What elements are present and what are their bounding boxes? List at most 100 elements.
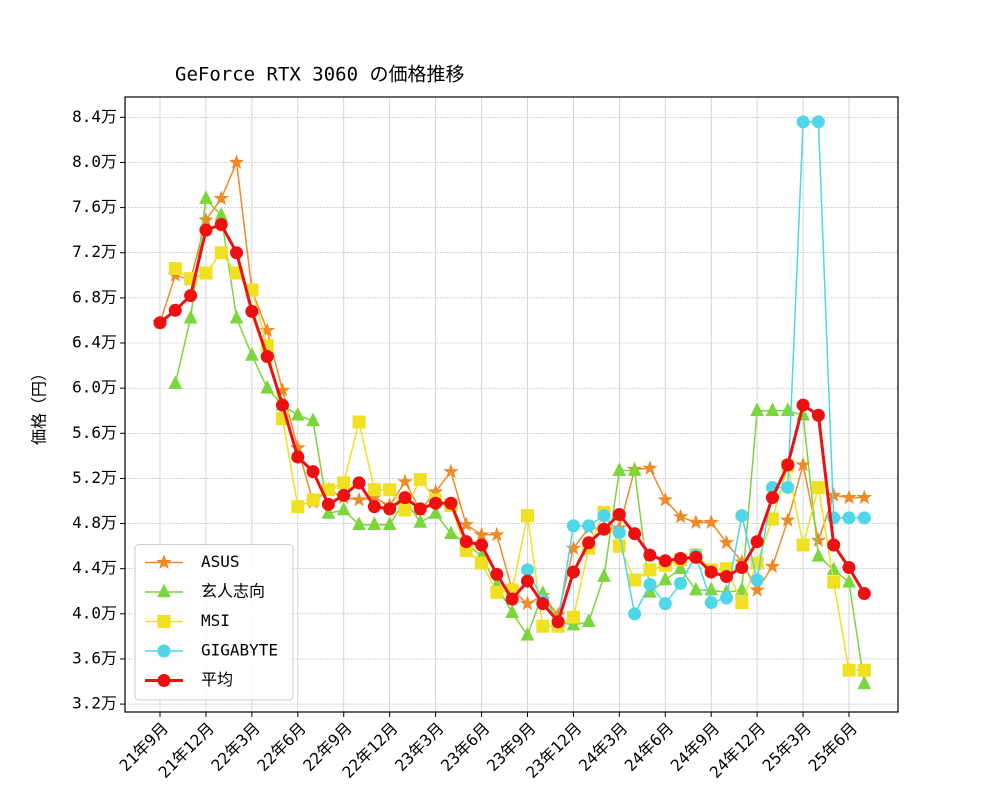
marker [628, 607, 642, 621]
marker [827, 575, 841, 589]
marker [367, 516, 382, 530]
marker [351, 491, 367, 507]
marker [490, 567, 504, 581]
marker [413, 502, 427, 516]
marker [842, 573, 856, 588]
marker [505, 592, 519, 606]
marker [841, 489, 857, 505]
marker [612, 508, 626, 522]
marker [780, 512, 796, 527]
marker [245, 347, 259, 361]
series-line [174, 251, 865, 671]
marker [582, 519, 596, 533]
marker [157, 615, 171, 628]
marker [459, 535, 473, 549]
y-tick-label: 4.0万 [72, 603, 117, 622]
x-tick-label: 25年3月 [759, 719, 816, 776]
marker [398, 491, 412, 505]
marker [214, 218, 228, 232]
marker [383, 483, 397, 497]
marker [612, 539, 626, 553]
legend-label: ASUS [201, 552, 240, 571]
marker [443, 463, 459, 479]
marker [382, 516, 397, 530]
marker [628, 527, 642, 541]
marker [413, 514, 428, 528]
x-tick-label: 23年6月 [437, 719, 494, 776]
marker [157, 674, 171, 687]
marker [367, 500, 381, 514]
marker [519, 595, 536, 611]
y-tick-label: 3.6万 [72, 648, 117, 667]
marker [857, 587, 871, 601]
x-tick-label: 22年3月 [207, 719, 264, 776]
marker [198, 211, 214, 227]
y-tick-label: 6.4万 [72, 333, 117, 352]
marker [306, 493, 320, 507]
marker [429, 496, 443, 510]
marker [352, 516, 366, 530]
marker [628, 573, 642, 587]
marker [168, 262, 182, 276]
x-tick-label: 25年6月 [805, 719, 862, 776]
marker [383, 502, 397, 516]
y-tick-label: 3.2万 [72, 694, 117, 713]
y-tick-label: 4.8万 [72, 513, 117, 532]
marker [642, 460, 658, 475]
marker [566, 519, 580, 533]
marker [566, 565, 580, 579]
marker [765, 402, 780, 417]
legend-label: 平均 [201, 670, 233, 689]
marker [306, 465, 320, 479]
marker [597, 568, 611, 582]
marker [428, 505, 443, 519]
marker [337, 476, 351, 490]
marker [291, 500, 305, 514]
marker [658, 554, 672, 568]
marker [749, 582, 765, 597]
y-tick-label: 5.6万 [72, 423, 117, 442]
marker [673, 560, 688, 574]
marker [674, 576, 688, 590]
marker [842, 561, 856, 575]
marker [306, 412, 320, 427]
marker [520, 574, 534, 588]
marker [413, 473, 427, 487]
marker [520, 563, 534, 577]
y-axis-label: 価格（円） [30, 365, 49, 445]
marker [811, 480, 825, 494]
marker [765, 491, 779, 505]
marker [199, 223, 213, 237]
legend-label: MSI [201, 611, 230, 630]
y-tick-label: 6.0万 [72, 378, 117, 397]
marker [597, 509, 611, 523]
marker [490, 585, 504, 599]
marker [612, 526, 626, 540]
marker [811, 547, 826, 562]
marker [260, 350, 274, 364]
marker [827, 538, 841, 552]
series-line [174, 197, 866, 684]
marker [565, 540, 582, 555]
marker [720, 570, 734, 584]
marker [566, 616, 581, 631]
y-tick-label: 8.4万 [72, 107, 117, 126]
marker [199, 190, 213, 204]
legend-box [134, 544, 294, 701]
marker [489, 526, 505, 542]
marker [796, 398, 810, 412]
y-tick-label: 6.8万 [72, 287, 117, 306]
marker [750, 402, 764, 417]
y-tick-label: 4.4万 [72, 558, 117, 577]
marker [658, 571, 673, 586]
marker [444, 496, 458, 510]
marker [704, 565, 718, 579]
marker [735, 509, 749, 523]
marker [228, 154, 245, 170]
marker [230, 246, 244, 260]
marker [856, 489, 873, 505]
marker [229, 309, 244, 324]
marker [658, 597, 672, 611]
marker [735, 581, 749, 596]
